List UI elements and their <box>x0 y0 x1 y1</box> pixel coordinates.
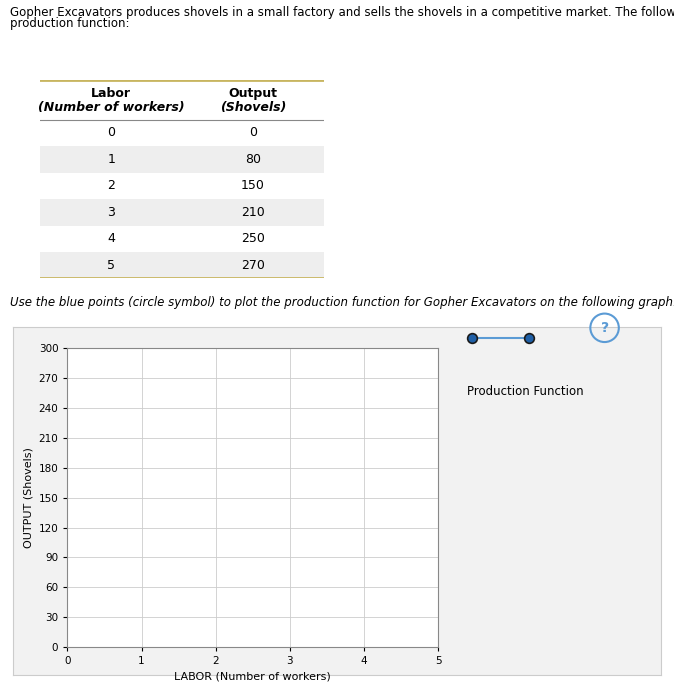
Text: 80: 80 <box>245 153 261 166</box>
Text: 270: 270 <box>241 259 265 271</box>
Text: Production Function: Production Function <box>467 385 584 397</box>
Text: Use the blue points (circle symbol) to plot the production function for Gopher E: Use the blue points (circle symbol) to p… <box>10 296 674 310</box>
Text: 0: 0 <box>249 127 257 139</box>
Text: 4: 4 <box>107 232 115 245</box>
Text: Labor: Labor <box>91 88 131 100</box>
Text: 2: 2 <box>107 180 115 192</box>
Text: Gopher Excavators produces shovels in a small factory and sells the shovels in a: Gopher Excavators produces shovels in a … <box>10 6 674 19</box>
Text: 5: 5 <box>107 259 115 271</box>
Text: ?: ? <box>601 321 609 335</box>
Text: 3: 3 <box>107 206 115 219</box>
Text: 250: 250 <box>241 232 265 245</box>
Text: 0: 0 <box>107 127 115 139</box>
Text: (Shovels): (Shovels) <box>220 102 286 114</box>
FancyBboxPatch shape <box>40 252 324 278</box>
FancyBboxPatch shape <box>40 226 324 252</box>
FancyBboxPatch shape <box>40 120 324 146</box>
Text: (Number of workers): (Number of workers) <box>38 102 185 114</box>
Y-axis label: OUTPUT (Shovels): OUTPUT (Shovels) <box>23 448 33 548</box>
X-axis label: LABOR (Number of workers): LABOR (Number of workers) <box>175 672 331 682</box>
Text: 210: 210 <box>241 206 265 219</box>
FancyBboxPatch shape <box>40 173 324 199</box>
Text: 1: 1 <box>107 153 115 166</box>
FancyBboxPatch shape <box>40 146 324 173</box>
Text: production function:: production function: <box>10 17 129 31</box>
Text: Output: Output <box>228 88 277 100</box>
FancyBboxPatch shape <box>40 199 324 226</box>
Text: 150: 150 <box>241 180 265 192</box>
